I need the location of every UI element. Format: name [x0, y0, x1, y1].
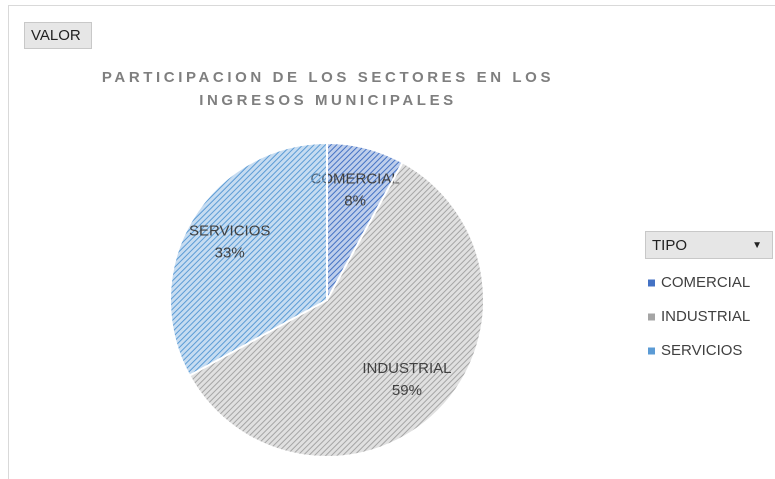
value-field-button[interactable]: VALOR	[24, 22, 92, 49]
legend-label: COMERCIAL	[661, 274, 750, 291]
dropdown-arrow: ▼	[752, 239, 762, 251]
legend-marker	[648, 347, 655, 355]
data-label-value: 59%	[392, 382, 422, 399]
legend-label: INDUSTRIAL	[661, 308, 750, 325]
data-label-name: COMERCIAL	[311, 170, 400, 187]
chart-title: PARTICIPACION DE LOS SECTORES EN LOS ING…	[101, 69, 555, 109]
legend-marker	[648, 313, 655, 321]
data-label-name: INDUSTRIAL	[362, 360, 451, 377]
data-label-value: 8%	[344, 192, 366, 209]
legend-marker	[648, 279, 655, 287]
legend-filter-button[interactable]: TIPO ▼	[645, 231, 773, 259]
pie-slice	[169, 141, 328, 377]
legend-title: TIPO	[652, 236, 688, 254]
data-label-name: SERVICIOS	[189, 222, 270, 239]
legend-label: SERVICIOS	[661, 342, 742, 359]
pie-slice	[188, 161, 485, 458]
chart-border	[8, 5, 775, 479]
data-label-value: 33%	[215, 244, 245, 261]
